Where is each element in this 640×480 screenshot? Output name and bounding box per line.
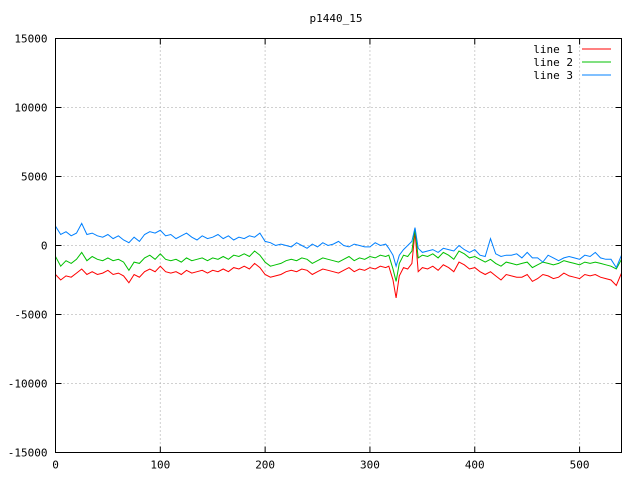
legend-label: line 2 [533,56,573,69]
x-tick-label: 400 [465,459,485,472]
x-tick-label: 300 [360,459,380,472]
y-tick-label: 15000 [14,33,47,46]
y-tick-label: -15000 [8,447,48,460]
plot-frame [55,38,622,453]
x-tick-label: 0 [52,459,59,472]
legend-label: line 1 [533,43,573,56]
x-axis: 0 100 200 300 400 500 [52,38,590,472]
y-axis: -15000 -10000 -5000 0 5000 10000 15000 [8,33,622,460]
x-tick-label: 100 [150,459,170,472]
legend-label: line 3 [533,69,573,82]
y-tick-label: -5000 [14,309,47,322]
x-tick-label: 200 [255,459,275,472]
series-line-line-2 [55,228,622,282]
grid-lines [55,38,622,453]
y-tick-label: 0 [41,240,48,253]
chart-title: p1440_15 [310,12,363,25]
y-tick-label: 5000 [21,171,48,184]
series-layer [55,222,622,298]
x-tick-label: 500 [570,459,590,472]
series-line-line-3 [55,222,622,269]
series-line-line-1 [55,231,622,298]
y-tick-label: 10000 [14,102,47,115]
y-tick-label: -10000 [8,378,48,391]
